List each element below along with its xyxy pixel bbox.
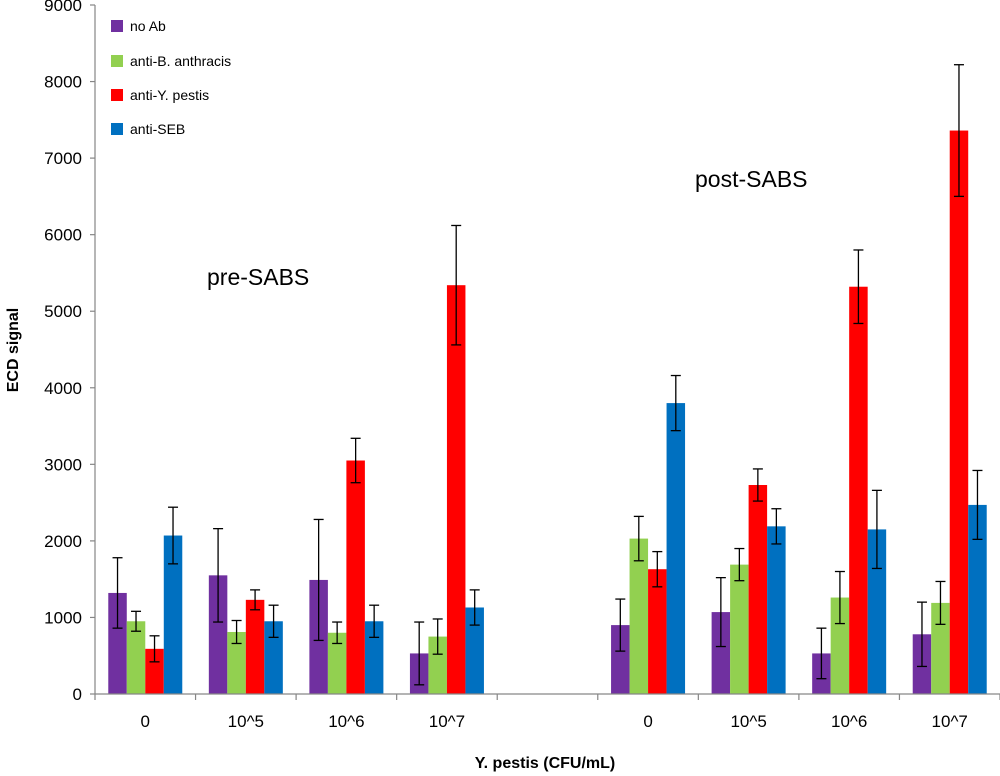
legend-swatch-anti-seb xyxy=(111,123,123,135)
error-bars-layer xyxy=(112,64,983,686)
bar-anti-seb xyxy=(465,607,484,694)
y-tick-label: 0 xyxy=(73,685,82,704)
bar-anti-y-pestis xyxy=(346,460,365,694)
annotation-post-sabs: post-SABS xyxy=(695,166,808,192)
bar-anti-y-pestis xyxy=(949,130,969,695)
y-tick-label: 2000 xyxy=(44,532,82,551)
legend-item-anti-seb: anti-SEB xyxy=(111,121,185,137)
bar-no-ab xyxy=(208,575,228,694)
bar-no-ab xyxy=(108,592,127,694)
bar-anti-seb xyxy=(767,526,786,694)
x-axis-ticks: 0 10^5 10^6 10^7 0 10^5 10^6 10^7 xyxy=(94,694,1000,731)
legend-label-anti-b-anthracis: anti-B. anthracis xyxy=(130,53,231,69)
legend-label-anti-seb: anti-SEB xyxy=(130,121,185,137)
bar-anti-b-anthracis xyxy=(931,602,950,694)
bar-no-ab xyxy=(611,625,630,694)
bar-anti-y-pestis xyxy=(849,286,868,694)
y-tick-label: 1000 xyxy=(44,608,82,627)
y-axis-ticks: 0 1000 2000 3000 4000 5000 6000 7000 8000 9000 xyxy=(44,0,95,704)
bar-anti-seb xyxy=(364,621,384,694)
bar-anti-y-pestis xyxy=(648,569,667,694)
legend-item-anti-y-pestis: anti-Y. pestis xyxy=(111,87,209,103)
x-tick-label: 0 xyxy=(141,712,150,731)
x-tick-label: 10^7 xyxy=(429,712,465,731)
bars-layer xyxy=(108,130,987,695)
legend-swatch-anti-y-pestis xyxy=(111,89,123,101)
x-tick-label: 10^7 xyxy=(932,712,968,731)
bar-anti-seb xyxy=(163,535,183,694)
bar-anti-seb xyxy=(867,529,887,694)
bar-anti-b-anthracis xyxy=(730,564,749,694)
bar-anti-y-pestis xyxy=(748,485,768,694)
legend-item-anti-b-anthracis: anti-B. anthracis xyxy=(111,53,231,69)
legend-swatch-anti-b-anthracis xyxy=(111,55,123,67)
legend: no Ab anti-B. anthracis anti-Y. pestis a… xyxy=(111,18,231,137)
bar-anti-b-anthracis xyxy=(227,631,246,694)
x-tick-label: 10^6 xyxy=(831,712,867,731)
y-axis-title: ECD signal xyxy=(5,308,22,392)
legend-label-anti-y-pestis: anti-Y. pestis xyxy=(130,87,209,103)
bar-anti-b-anthracis xyxy=(428,636,447,694)
x-tick-label: 10^5 xyxy=(228,712,264,731)
legend-item-no-ab: no Ab xyxy=(111,18,166,34)
bar-anti-seb xyxy=(968,504,987,694)
y-tick-label: 5000 xyxy=(44,302,82,321)
y-tick-label: 9000 xyxy=(44,0,82,15)
legend-label-no-ab: no Ab xyxy=(130,18,166,34)
bar-anti-b-anthracis xyxy=(830,597,850,694)
x-tick-label: 0 xyxy=(643,712,652,731)
bar-no-ab xyxy=(711,612,731,694)
bar-anti-y-pestis xyxy=(245,599,265,694)
x-axis-title: Y. pestis (CFU/mL) xyxy=(475,755,615,772)
x-tick-label: 10^6 xyxy=(328,712,364,731)
y-tick-label: 3000 xyxy=(44,455,82,474)
legend-swatch-no-ab xyxy=(111,20,123,32)
bar-anti-b-anthracis xyxy=(327,632,347,694)
annotation-pre-sabs: pre-SABS xyxy=(207,264,309,290)
bar-anti-seb xyxy=(264,621,283,694)
bar-anti-y-pestis xyxy=(446,285,466,694)
y-tick-label: 6000 xyxy=(44,226,82,245)
bar-anti-b-anthracis xyxy=(629,538,649,694)
bar-anti-b-anthracis xyxy=(126,621,146,694)
y-tick-label: 8000 xyxy=(44,73,82,92)
bar-anti-y-pestis xyxy=(145,648,164,694)
y-tick-label: 7000 xyxy=(44,149,82,168)
bar-anti-seb xyxy=(666,403,686,694)
x-tick-label: 10^5 xyxy=(730,712,766,731)
y-tick-label: 4000 xyxy=(44,379,82,398)
